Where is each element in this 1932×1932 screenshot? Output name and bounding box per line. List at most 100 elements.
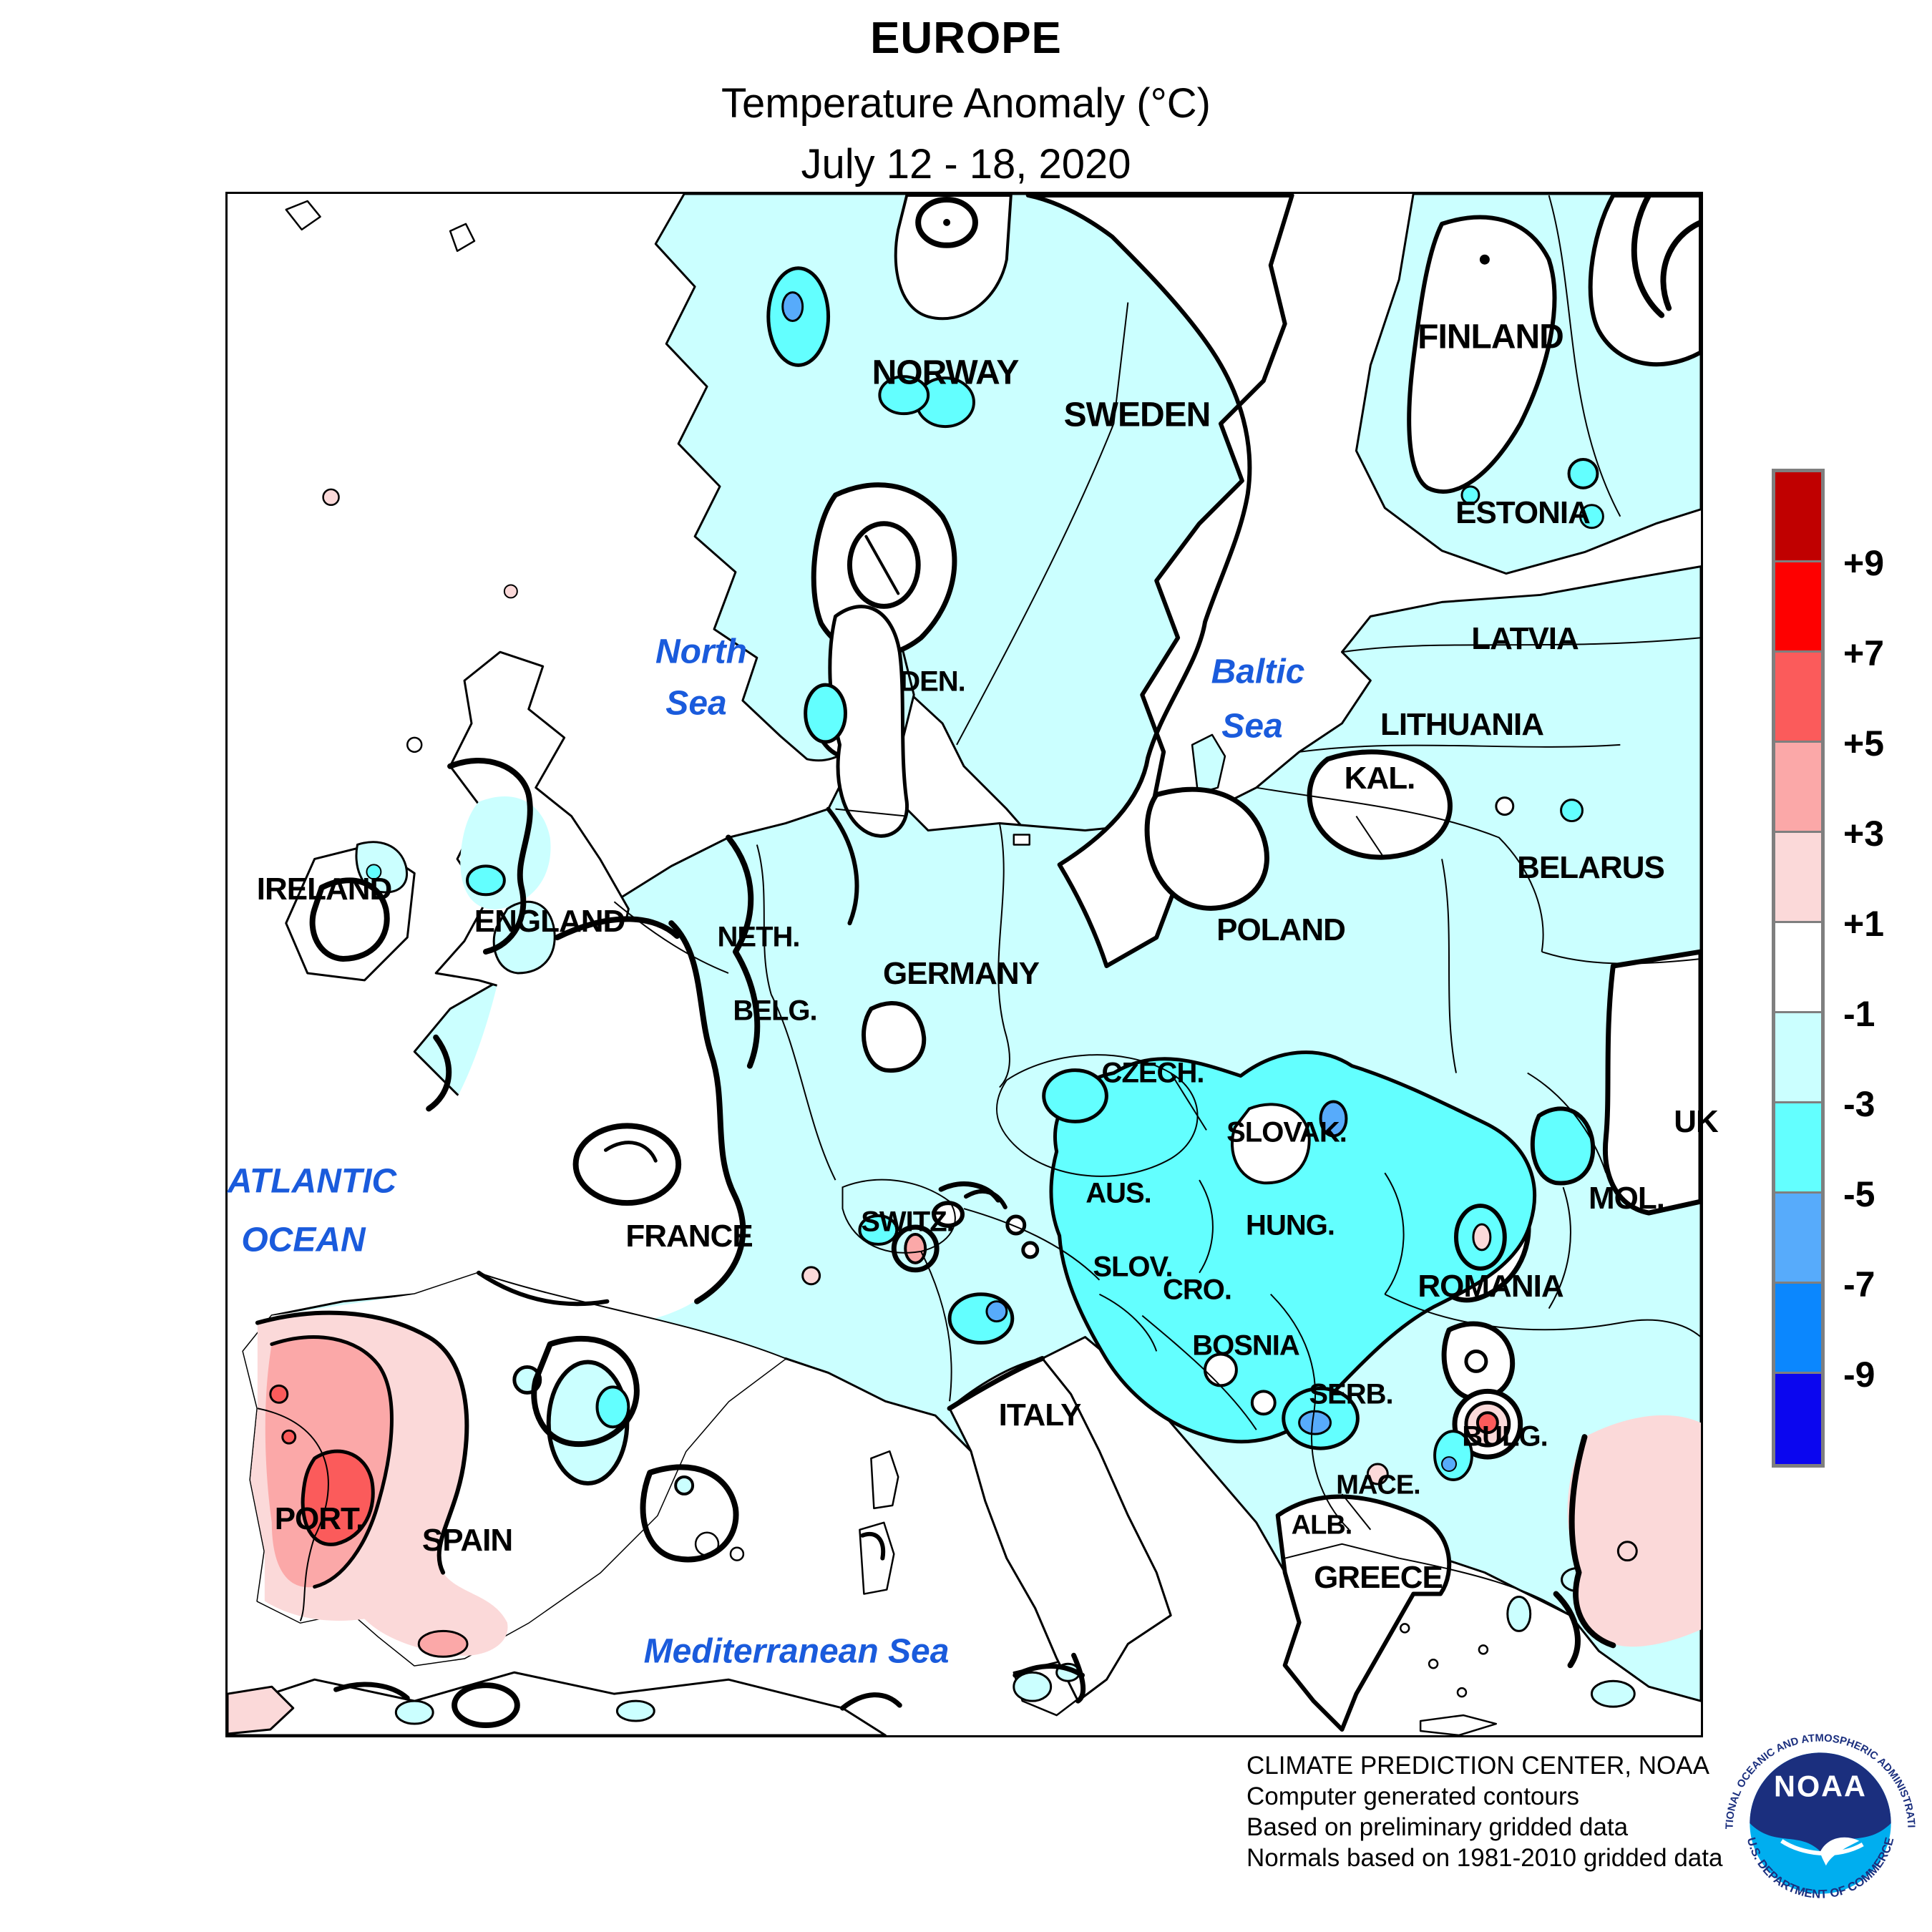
cold-slovakia-blue-spot [1319, 1100, 1348, 1138]
colorbar-box-5 [1775, 923, 1821, 1013]
colorbar-label--3: -3 [1843, 1084, 1875, 1124]
white-bosnia-hole-1 [1204, 1352, 1238, 1387]
island-shetland [449, 223, 476, 253]
contour-spain-loop-1 [531, 1335, 640, 1448]
warm-carpathian-pink-core [1472, 1223, 1492, 1252]
white-slovakia-hole [1231, 1103, 1311, 1185]
cold-po-blue-dot [985, 1300, 1008, 1323]
island-aegean-4 [1478, 1644, 1489, 1655]
title-block: EUROPE Temperature Anomaly (°C) July 12 … [0, 13, 1932, 188]
colorbar-label-+1: +1 [1843, 904, 1885, 944]
white-bosnia-hole-2 [1250, 1390, 1277, 1416]
cold-west-alps-spot [858, 1214, 899, 1246]
contour-ireland-ring [309, 877, 390, 962]
colorbar-box-7 [1775, 1103, 1821, 1194]
date-range: July 12 - 18, 2020 [801, 141, 1131, 187]
colorbar-box-3 [1775, 743, 1821, 833]
colorbar-box-10 [1775, 1374, 1821, 1464]
cold-estonia-spot [1460, 485, 1480, 505]
footer-line-4: Normals based on 1981-2010 gridded data [1246, 1844, 1723, 1872]
colorbar-box-6 [1775, 1013, 1821, 1103]
contour-straits [1553, 1591, 1581, 1669]
cold-russia-spot-2 [1579, 504, 1604, 530]
contour-finland-dot [1479, 254, 1490, 265]
cold-czech-spot [1042, 1068, 1108, 1123]
subtitle: Temperature Anomaly (°C) [721, 80, 1211, 127]
cold-ireland-ne-patch [355, 841, 408, 894]
island-gotland [1191, 733, 1226, 794]
cold-moldova-spot [1530, 1106, 1596, 1186]
footer-credits: CLIMATE PREDICTION CENTER, NOAA Computer… [1246, 1750, 1722, 1873]
white-russia-corner [1588, 194, 1701, 367]
land-north-africa [228, 1671, 887, 1735]
footer-line-1: CLIMATE PREDICTION CENTER, NOAA [1246, 1752, 1709, 1780]
white-greece [1275, 1494, 1452, 1732]
map-svg [228, 194, 1701, 1735]
warm-turkey-pink [1567, 1415, 1701, 1647]
contour-brittany [426, 1034, 452, 1112]
cold-sicily-patch-1 [1013, 1671, 1053, 1702]
seagull-wing [1780, 1839, 1864, 1856]
colorbar-label--9: -9 [1843, 1355, 1875, 1395]
warm-scotland-dot [503, 584, 518, 599]
cold-central-europe-blob [1049, 1050, 1537, 1444]
colorbar-label-+5: +5 [1843, 723, 1885, 763]
warm-portugal-red-dot-2 [281, 1429, 297, 1445]
contour-alps-mini-2 [1005, 1214, 1027, 1236]
contour-iberia-pink-edge [255, 1310, 469, 1575]
island-sardinia [859, 1521, 895, 1595]
contour-portugal-salmon-edge [270, 1335, 394, 1589]
island-menorca [729, 1546, 745, 1561]
colorbar-label--5: -5 [1843, 1174, 1875, 1214]
colorbar-box-4 [1775, 833, 1821, 923]
white-finland-band [1407, 215, 1557, 494]
cold-aegean-patch-2 [1590, 1679, 1636, 1708]
white-kaliningrad [1307, 749, 1453, 860]
island-hebrides [406, 736, 423, 753]
cold-ireland-core [366, 864, 382, 880]
colorbar-label--7: -7 [1843, 1264, 1875, 1304]
cold-serbia-blue-core [1298, 1410, 1332, 1435]
colorbar-box-9 [1775, 1284, 1821, 1374]
colorbar-box-8 [1775, 1194, 1821, 1284]
contour-massif-ring [572, 1123, 682, 1206]
warm-thrace-dot [1616, 1541, 1638, 1562]
contour-north-sweden-ring [915, 196, 978, 248]
cold-africa-patch-1 [394, 1699, 434, 1725]
contour-africa-ring [452, 1682, 520, 1729]
cold-norway-south-spot [804, 683, 847, 744]
contour-calabria [1071, 1652, 1086, 1704]
contour-turkey-edge [1568, 1434, 1616, 1649]
colorbar-label-+9: +9 [1843, 543, 1885, 583]
contour-denmark-edge [826, 806, 859, 926]
colorbar: +9 +7 +5 +3 +1 -1 -3 -5 -7 -9 [1772, 469, 1884, 1468]
country-borders [257, 195, 1701, 1621]
contour-russia-arc-2 [1660, 219, 1701, 311]
contour-po-edge [947, 1355, 1045, 1411]
cold-west-bulgaria-spot [1433, 1430, 1473, 1481]
colorbar-box-1 [1775, 562, 1821, 653]
colorbar-box-2 [1775, 653, 1821, 743]
colorbar-box-0 [1775, 472, 1821, 562]
warm-portugal-red-core [301, 1449, 375, 1546]
contour-alps-mini-1 [932, 1201, 965, 1228]
contour-france-north [554, 916, 680, 941]
cold-ne-spain-core [595, 1385, 630, 1429]
map-panel: NORWAY SWEDEN FINLAND ESTONIA LATVIA LITHUANI… [225, 192, 1719, 1737]
contour-alps-mini-3 [1021, 1241, 1040, 1259]
cold-scotland-core [466, 864, 506, 897]
cold-wales-patch [492, 900, 556, 975]
white-ukraine [1603, 949, 1701, 1216]
warm-portugal-red-dot-1 [269, 1384, 289, 1404]
warm-alps-core [904, 1232, 927, 1264]
island-bornholm [1013, 834, 1030, 846]
warm-africa-corner [228, 1685, 295, 1735]
page-title: EUROPE [870, 14, 1062, 63]
contour-wallachia-ring [1464, 1350, 1488, 1373]
contour-africa-arc-1 [333, 1682, 410, 1701]
warm-bulgaria-red-core [1475, 1411, 1499, 1435]
thick-contours [255, 194, 1701, 1729]
island-faroe [285, 200, 321, 231]
contour-carpathian-ring [1454, 1204, 1507, 1271]
